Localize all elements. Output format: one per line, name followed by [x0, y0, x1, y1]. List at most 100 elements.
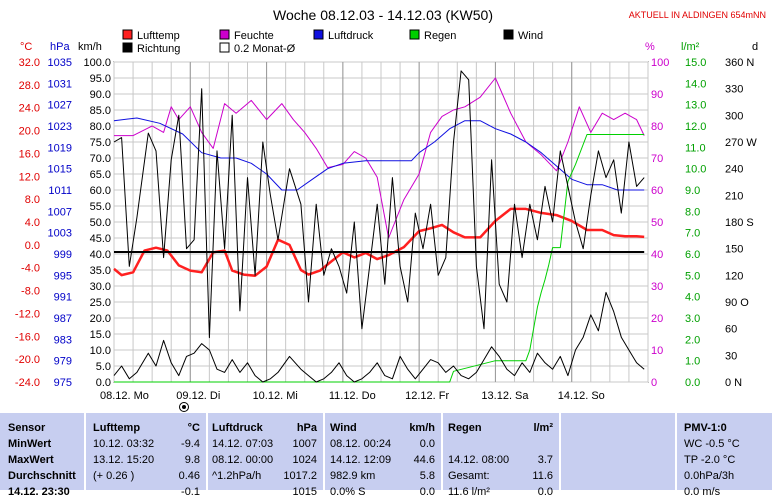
- tick-label-pressure: 999: [54, 249, 72, 261]
- tick-label-pressure: 1007: [48, 206, 72, 218]
- tick-label-direction: 90 O: [725, 297, 749, 309]
- table-header: Wind: [330, 422, 357, 434]
- tick-label-direction: 210: [725, 190, 743, 202]
- statistics-table: Sensor Lufttemp °C Luftdruck hPa Wind km/h Rege…: [0, 413, 772, 498]
- tick-label-pressure: 1031: [48, 78, 72, 90]
- tick-label-wind: 90.0: [90, 89, 111, 101]
- tick-label-temp: -8.0: [21, 286, 40, 298]
- tick-label-rain: 0.0: [685, 377, 700, 389]
- table-cell: 0.0 m/s: [684, 486, 721, 498]
- table-cell: 0.0% S: [330, 486, 366, 498]
- table-header: Lufttemp: [93, 422, 141, 434]
- table-header-unit: hPa: [296, 422, 317, 434]
- tick-label-pressure: 979: [54, 356, 72, 368]
- tick-label-wind: 40.0: [90, 249, 111, 261]
- table-cell: 1017.2: [283, 470, 317, 482]
- table-cell: 13.12. 15:20: [93, 454, 155, 466]
- tick-label-pressure: 1015: [48, 164, 72, 176]
- tick-label-direction: 360 N: [725, 57, 754, 69]
- tick-label-temp: -16.0: [15, 331, 40, 343]
- tick-label-direction: 0 N: [725, 377, 742, 389]
- chart-title: Woche 08.12.03 - 14.12.03 (KW50): [273, 7, 493, 23]
- table-cell: 3.7: [537, 454, 553, 466]
- table-cell: 11.6: [532, 470, 553, 482]
- table-cell: TP -2.0 °C: [684, 454, 736, 466]
- legend-swatch: [409, 29, 420, 40]
- tick-label-wind: 15.0: [90, 329, 111, 341]
- tick-label-temp: 4.0: [25, 217, 40, 229]
- table-cell: 0.0: [419, 438, 435, 450]
- table-cell: 1024: [292, 454, 317, 466]
- table-cell: 0.0: [537, 486, 553, 498]
- axis-unit-label: km/h: [78, 41, 102, 53]
- tick-label-rain: 13.0: [685, 100, 706, 112]
- table-cell: 11.6 l/m²: [448, 486, 490, 498]
- table-cell: ^1.2hPa/h: [212, 470, 262, 482]
- table-cell: 08.12. 00:00: [212, 454, 274, 466]
- tick-label-wind: 60.0: [90, 185, 111, 197]
- table-header: Regen: [448, 422, 482, 434]
- legend-swatch: [503, 29, 514, 40]
- tick-label-temp: -12.0: [15, 308, 40, 320]
- tick-label-temp: 0.0: [25, 240, 40, 252]
- tick-label-pressure: 975: [54, 377, 72, 389]
- tick-label-temp: 28.0: [19, 80, 40, 92]
- table-header: PMV-1:0: [684, 422, 727, 434]
- x-tick-label: 11.12. Do: [329, 390, 376, 402]
- tick-label-wind: 100.0: [83, 57, 111, 69]
- tick-label-humidity: 80: [651, 121, 663, 133]
- tick-label-temp: 8.0: [25, 194, 40, 206]
- table-row-label: 14.12. 23:30: [8, 486, 70, 498]
- tick-label-pressure: 983: [54, 334, 72, 346]
- x-tick-label: 08.12. Mo: [100, 390, 149, 402]
- series-line-feuchte: [114, 77, 645, 239]
- table-header-unit: °C: [187, 422, 200, 434]
- table-cell: Gesamt:: [448, 470, 490, 482]
- tick-label-temp: 12.0: [19, 171, 40, 183]
- tick-label-humidity: 40: [651, 249, 663, 261]
- tick-label-rain: 5.0: [685, 270, 700, 282]
- tick-label-humidity: 90: [651, 89, 663, 101]
- tick-label-rain: 11.0: [685, 142, 706, 154]
- tick-label-humidity: 30: [651, 281, 663, 293]
- x-tick-label: 12.12. Fr: [405, 390, 449, 402]
- table-cell: 9.8: [184, 454, 200, 466]
- tick-label-direction: 30: [725, 350, 737, 362]
- tick-label-temp: 16.0: [19, 148, 40, 160]
- tick-label-direction: 240: [725, 164, 743, 176]
- current-day-marker[interactable]: [179, 402, 189, 412]
- tick-label-temp: -20.0: [15, 354, 40, 366]
- axis-unit-label: l/m²: [681, 41, 700, 53]
- table-header-unit: l/m²: [533, 422, 553, 434]
- tick-label-direction: 60: [725, 324, 737, 336]
- tick-label-pressure: 1023: [48, 121, 72, 133]
- tick-label-humidity: 10: [651, 345, 663, 357]
- legend-swatch: [313, 29, 324, 40]
- tick-label-direction: 180 S: [725, 217, 754, 229]
- tick-label-wind: 30.0: [90, 281, 111, 293]
- legend-label: Wind: [518, 30, 543, 42]
- tick-label-rain: 1.0: [685, 356, 700, 368]
- tick-label-wind: 20.0: [90, 313, 111, 325]
- tick-label-humidity: 70: [651, 153, 663, 165]
- legend-swatch: [219, 29, 230, 40]
- tick-label-humidity: 100: [651, 57, 669, 69]
- table-cell: (+ 0.26 ): [93, 470, 135, 482]
- table-cell: 1007: [292, 438, 317, 450]
- tick-label-direction: 270 W: [725, 137, 757, 149]
- tick-label-wind: 75.0: [90, 137, 111, 149]
- series-line-luftdruck: [113, 117, 645, 191]
- tick-label-wind: 5.0: [96, 361, 111, 373]
- tick-label-direction: 120: [725, 270, 743, 282]
- series-line-regen: [114, 134, 645, 383]
- tick-label-humidity: 50: [651, 217, 663, 229]
- table-cell: WC -0.5 °C: [684, 438, 740, 450]
- table-header: Sensor: [8, 422, 46, 434]
- table-cell: 14.12. 08:00: [448, 454, 510, 466]
- x-tick-label: 13.12. Sa: [481, 390, 529, 402]
- tick-label-temp: -24.0: [15, 377, 40, 389]
- legend-swatch: [122, 29, 133, 40]
- table-cell: 0.46: [178, 470, 200, 482]
- table-cell: 982.9 km: [330, 470, 376, 482]
- tick-label-temp: 24.0: [19, 103, 40, 115]
